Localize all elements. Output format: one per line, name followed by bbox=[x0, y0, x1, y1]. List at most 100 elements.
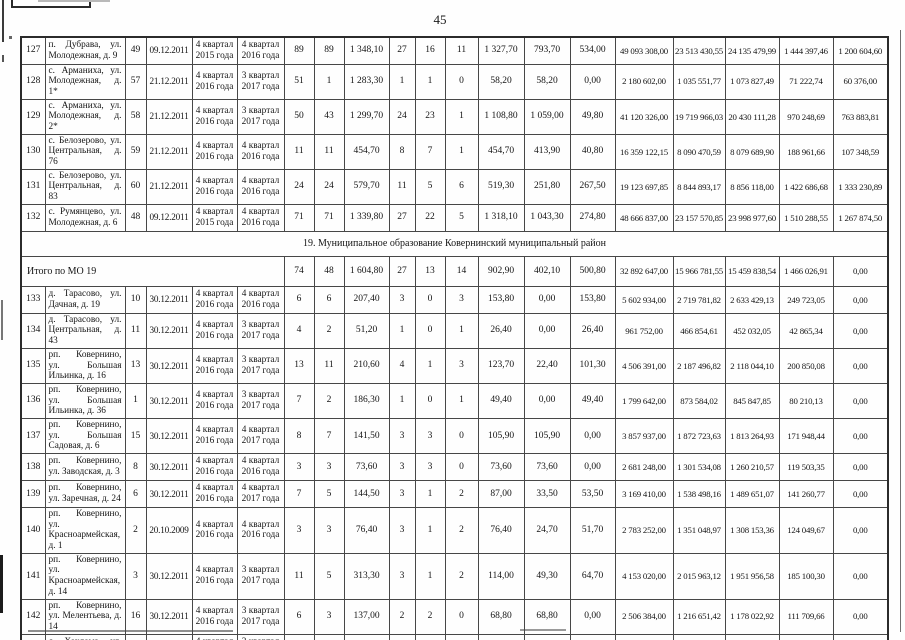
address-cell: с. Арманиха, ул. Молодежная, д. 2* bbox=[44, 98, 126, 135]
address-cell: п. Дубрава, ул. Молодежная, д. 9 bbox=[44, 36, 126, 65]
cell: 68,80 bbox=[477, 598, 525, 635]
table-row: 135 рп. Ковернино, ул. Большая Ильинка, д… bbox=[20, 347, 889, 384]
cell: 185 100,30 bbox=[778, 552, 834, 600]
cell: 50 bbox=[283, 98, 315, 135]
cell: 402,10 bbox=[523, 255, 571, 287]
address-cell: с. Арманиха, ул. Молодежная, д. 1* bbox=[44, 63, 126, 100]
cell: 4 квартал 2017 года bbox=[236, 417, 285, 455]
cell: 0,00 bbox=[832, 552, 889, 600]
cell: 22 bbox=[414, 203, 446, 232]
cell: 4 квартал 2016 года bbox=[191, 382, 238, 419]
cell: 15 bbox=[124, 417, 147, 455]
cell: 3 bbox=[444, 347, 479, 384]
cell: 1 108,80 bbox=[477, 98, 525, 135]
address-cell: д. Тарасово, ул. Центральная, д. 43 bbox=[44, 312, 126, 349]
cell: 7 bbox=[283, 382, 315, 419]
cell: 4 квартал 2015 года bbox=[191, 36, 238, 65]
cell: 4 bbox=[388, 347, 416, 384]
scan-artifact-left-dot bbox=[2, 55, 4, 62]
cell: 1 422 686,68 bbox=[778, 168, 834, 205]
cell: 124 049,67 bbox=[778, 507, 834, 554]
cell: 51,70 bbox=[569, 507, 616, 554]
cell: 3 bbox=[283, 507, 315, 554]
cell: 101,30 bbox=[569, 347, 616, 384]
cell: 4 bbox=[283, 312, 315, 349]
cell: 2 506 384,00 bbox=[614, 598, 674, 635]
cell: 0,00 bbox=[832, 347, 889, 384]
cell: 4 квартал 2016 года bbox=[236, 133, 285, 170]
table-row: 136 рп. Ковернино, ул. Большая Ильинка, д… bbox=[20, 382, 889, 419]
cell: 1 bbox=[388, 382, 416, 419]
cell: 200 850,08 bbox=[778, 347, 834, 384]
cell: 1 348,10 bbox=[343, 36, 390, 65]
scan-artifact-left-edge-bottom bbox=[0, 555, 3, 613]
cell: 1 308 153,36 bbox=[724, 507, 780, 554]
cell: 14 bbox=[444, 255, 479, 287]
scan-artifact-topleft-line bbox=[12, 6, 91, 8]
cell: 142 bbox=[20, 598, 46, 635]
cell: 1 351 048,97 bbox=[672, 507, 726, 554]
cell: 87,00 bbox=[477, 480, 525, 508]
scan-artifact-left-edge-mid bbox=[1, 300, 3, 340]
cell: 68,80 bbox=[523, 598, 571, 635]
cell: 3 квартал 2017 года bbox=[236, 347, 285, 384]
cell: 4 квартал 2016 года bbox=[236, 203, 285, 232]
table-row: 141 рп. Ковернино, ул. Красноармейская, д… bbox=[20, 552, 889, 600]
cell: 6 bbox=[283, 633, 315, 640]
address-cell: с. Румянцево, ул. Молодежная, д. 6 bbox=[44, 203, 126, 232]
cell: 1 301 534,08 bbox=[672, 453, 726, 481]
cell: 4 153 020,00 bbox=[614, 552, 674, 600]
cell: 1 bbox=[414, 507, 446, 554]
cell: 1 bbox=[313, 633, 345, 640]
cell: 30.12.2011 bbox=[145, 312, 193, 349]
cell: 49 bbox=[124, 36, 147, 65]
cell: 11 bbox=[313, 133, 345, 170]
cell: 71 bbox=[283, 203, 315, 232]
cell: 22,40 bbox=[523, 347, 571, 384]
cell: 30.12.2011 bbox=[145, 480, 193, 508]
cell: 1 538 498,16 bbox=[672, 480, 726, 508]
cell: 4 квартал 2016 года bbox=[191, 347, 238, 384]
cell: 11 bbox=[388, 168, 416, 205]
cell: 5 bbox=[414, 168, 446, 205]
cell: 519,30 bbox=[477, 168, 525, 205]
cell: 1 bbox=[313, 63, 345, 100]
cell: 1 bbox=[388, 312, 416, 349]
cell: 3 bbox=[388, 417, 416, 455]
cell: 23 513 430,55 bbox=[672, 36, 726, 65]
cell: 24 bbox=[388, 98, 416, 135]
cell: 3 bbox=[388, 480, 416, 508]
cell: 1 178 022,92 bbox=[724, 598, 780, 635]
cell: 1 267 874,50 bbox=[832, 203, 889, 232]
cell: 4 квартал 2016 года bbox=[191, 453, 238, 481]
total-row-label: Итого по МО 19 bbox=[20, 255, 285, 287]
address-cell: рп. Ковернино, ул. Красноармейская, д. 1 bbox=[44, 507, 126, 554]
cell: 19 719 966,03 bbox=[672, 98, 726, 135]
cell: 60 376,00 bbox=[832, 63, 889, 100]
cell: 48 bbox=[124, 203, 147, 232]
cell: 24,70 bbox=[523, 507, 571, 554]
scan-artifact-left-dot2 bbox=[9, 36, 12, 39]
cell: 0,00 bbox=[832, 285, 889, 314]
cell: 793,70 bbox=[523, 36, 571, 65]
housing-registry-table: 127 п. Дубрава, ул. Молодежная, д. 9 49 09.… bbox=[20, 36, 889, 640]
cell: 763 883,81 bbox=[832, 98, 889, 135]
cell: 38 806,12 bbox=[778, 633, 834, 640]
cell: 3 bbox=[313, 453, 345, 481]
cell: 4 квартал 2016 года bbox=[236, 507, 285, 554]
cell: 4 квартал 2016 года bbox=[236, 168, 285, 205]
cell: 454,70 bbox=[477, 133, 525, 170]
cell: 870 677,00 bbox=[614, 633, 674, 640]
cell: 1 bbox=[414, 633, 446, 640]
cell: 71 bbox=[313, 203, 345, 232]
address-cell: рп. Ковернино, ул. Красноармейская, д. 1… bbox=[44, 552, 126, 600]
cell: 249 723,05 bbox=[778, 285, 834, 314]
cell: 132 bbox=[20, 203, 46, 232]
cell: 15 459 838,54 bbox=[724, 255, 780, 287]
cell: 4 квартал 2016 года bbox=[191, 598, 238, 635]
address-cell: с. Белозерово, ул. Центральная, д. 83 bbox=[44, 168, 126, 205]
cell: 141 bbox=[20, 552, 46, 600]
cell: 0,00 bbox=[832, 382, 889, 419]
cell: 1 bbox=[414, 63, 446, 100]
cell: 3 bbox=[124, 552, 147, 600]
